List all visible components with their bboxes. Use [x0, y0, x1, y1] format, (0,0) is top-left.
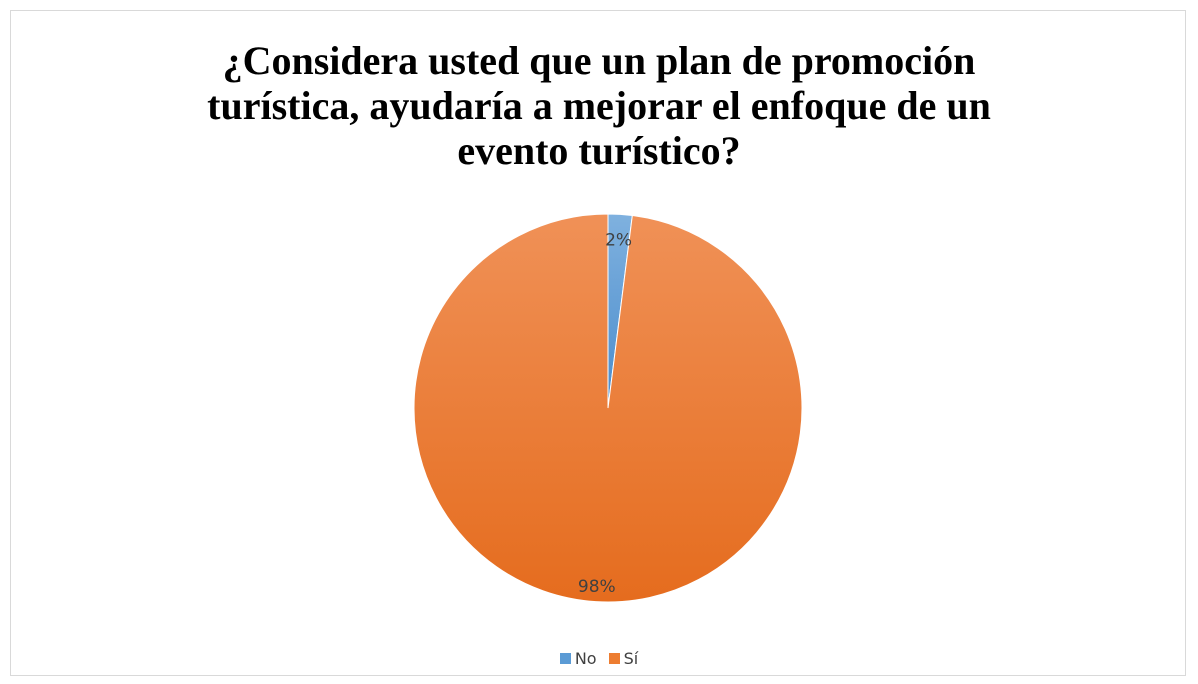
chart-title-line-2: turística, ayudaría a mejorar el enfoque…	[207, 82, 991, 128]
legend-swatch-no	[559, 653, 571, 664]
chart-title: ¿Considera usted que un plan de promoció…	[11, 38, 1187, 173]
data-label-si: 98%	[578, 577, 616, 597]
legend-label-si: Sí	[623, 649, 639, 668]
legend: No Sí	[11, 649, 1187, 668]
chart-area: ¿Considera usted que un plan de promoció…	[10, 10, 1186, 676]
legend-swatch-si	[608, 653, 620, 664]
legend-item-si: Sí	[608, 649, 639, 668]
legend-label-no: No	[574, 649, 597, 668]
chart-title-line-1: ¿Considera usted que un plan de promoció…	[222, 38, 976, 83]
pie-slice-si	[413, 213, 803, 603]
pie-chart: 2% 98%	[413, 213, 803, 603]
chart-title-line-3: evento turístico?	[457, 127, 741, 173]
data-label-no: 2%	[605, 231, 632, 251]
legend-item-no: No	[559, 649, 597, 668]
